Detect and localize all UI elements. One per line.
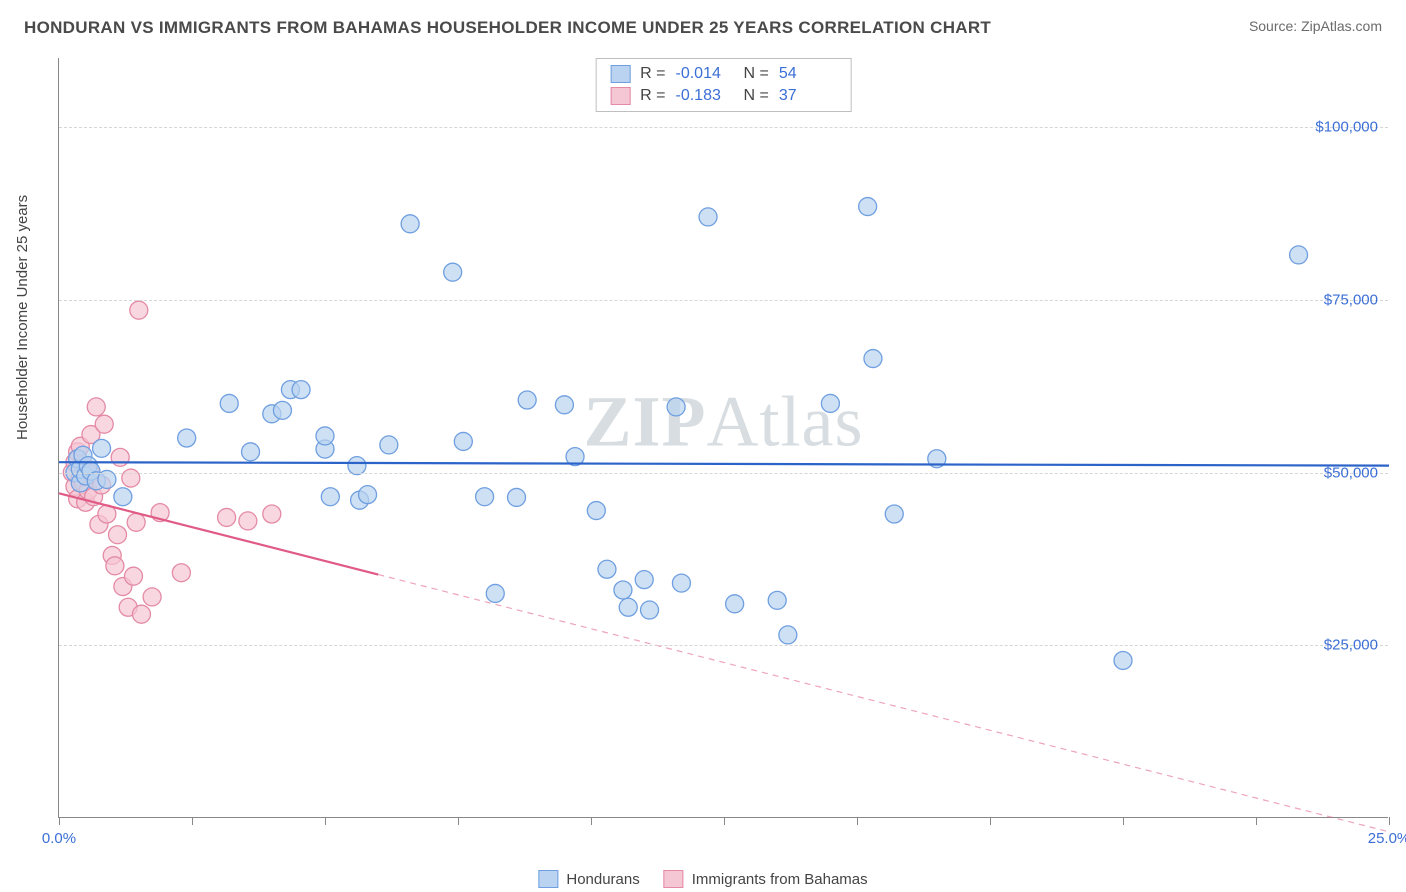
- legend-swatch-bahamas: [664, 870, 684, 888]
- plot-area: ZIPAtlas R = -0.014 N = 54 R = -0.183 N …: [58, 58, 1388, 818]
- x-tick-label: 25.0%: [1368, 830, 1406, 847]
- x-tick: [1256, 817, 1257, 825]
- corr-r-value: -0.183: [676, 87, 734, 105]
- legend-item-bahamas: Immigrants from Bahamas: [664, 870, 868, 888]
- corr-swatch-2: [610, 87, 630, 105]
- x-tick: [192, 817, 193, 825]
- x-tick: [458, 817, 459, 825]
- corr-n-value: 37: [779, 87, 837, 105]
- gridline: [59, 300, 1388, 301]
- legend-swatch-hondurans: [538, 870, 558, 888]
- corr-r-label: R =: [640, 65, 665, 83]
- x-tick: [1123, 817, 1124, 825]
- corr-n-label: N =: [744, 65, 769, 83]
- x-tick: [59, 817, 60, 825]
- gridline: [59, 645, 1388, 646]
- legend-label: Hondurans: [566, 871, 639, 888]
- legend-label: Immigrants from Bahamas: [692, 871, 868, 888]
- x-tick: [724, 817, 725, 825]
- correlation-legend: R = -0.014 N = 54 R = -0.183 N = 37: [595, 58, 852, 112]
- x-tick-label: 0.0%: [42, 830, 76, 847]
- y-tick-label: $100,000: [1315, 119, 1378, 136]
- x-tick: [990, 817, 991, 825]
- y-tick-label: $25,000: [1324, 637, 1378, 654]
- y-tick-label: $75,000: [1324, 291, 1378, 308]
- x-tick: [325, 817, 326, 825]
- corr-row-1: R = -0.014 N = 54: [610, 63, 837, 85]
- x-tick: [1389, 817, 1390, 825]
- corr-row-2: R = -0.183 N = 37: [610, 85, 837, 107]
- chart-title: HONDURAN VS IMMIGRANTS FROM BAHAMAS HOUS…: [24, 18, 991, 38]
- y-axis-title: Householder Income Under 25 years: [14, 195, 31, 440]
- gridline: [59, 473, 1388, 474]
- chart-source: Source: ZipAtlas.com: [1249, 18, 1382, 34]
- x-tick: [591, 817, 592, 825]
- legend-item-hondurans: Hondurans: [538, 870, 639, 888]
- chart-header: HONDURAN VS IMMIGRANTS FROM BAHAMAS HOUS…: [0, 0, 1406, 44]
- corr-r-value: -0.014: [676, 65, 734, 83]
- legend-bottom: Hondurans Immigrants from Bahamas: [538, 870, 867, 888]
- x-tick: [857, 817, 858, 825]
- corr-r-label: R =: [640, 87, 665, 105]
- y-tick-label: $50,000: [1324, 464, 1378, 481]
- corr-n-value: 54: [779, 65, 837, 83]
- gridline: [59, 127, 1388, 128]
- corr-swatch-1: [610, 65, 630, 83]
- plot-svg: [59, 58, 1388, 817]
- corr-n-label: N =: [744, 87, 769, 105]
